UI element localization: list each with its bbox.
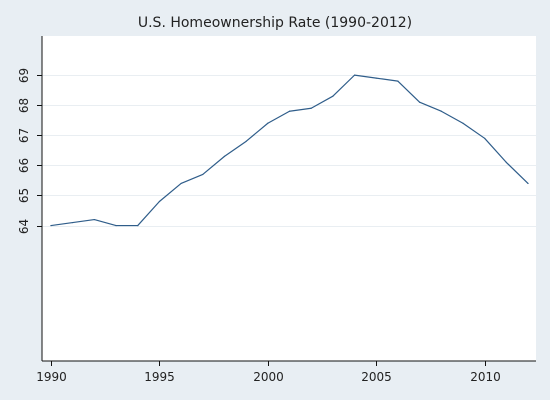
data-point [180, 182, 182, 185]
plot-area [42, 36, 536, 361]
data-point [115, 224, 117, 227]
data-point [72, 221, 74, 224]
data-point [267, 122, 269, 124]
data-point [202, 173, 204, 176]
x-tick-label: 1990 [36, 370, 67, 384]
data-point [440, 110, 442, 112]
data-point [484, 137, 486, 139]
y-tick-label: 69 [17, 68, 31, 83]
data-point [245, 140, 247, 142]
data-point [158, 200, 161, 203]
data-point [223, 155, 226, 157]
y-tick-label: 64 [17, 219, 31, 234]
y-tick-label: 66 [17, 158, 31, 173]
data-point [50, 224, 52, 227]
data-point [397, 80, 399, 82]
y-tick-label: 65 [17, 188, 31, 203]
x-tick-label: 1995 [144, 370, 175, 384]
data-point [505, 161, 507, 163]
y-tick-label: 68 [17, 98, 31, 113]
data-point [527, 182, 529, 185]
data-point [353, 74, 356, 76]
x-tick-label: 2010 [470, 370, 501, 384]
data-point [93, 218, 95, 221]
grid-lines [42, 75, 536, 227]
data-point [418, 101, 421, 103]
data-point [462, 122, 464, 124]
data-point [332, 95, 334, 97]
series-layer [50, 74, 529, 227]
x-tick-label: 2000 [253, 370, 284, 384]
data-point [288, 110, 291, 112]
x-tick-label: 2005 [361, 370, 392, 384]
chart-title: U.S. Homeownership Rate (1990-2012) [138, 15, 412, 31]
y-tick-label: 67 [17, 128, 31, 143]
y-axis: 64 65 66 67 68 69 [17, 68, 42, 234]
data-point [310, 107, 312, 109]
data-point [137, 224, 139, 227]
x-axis: 1990 1995 2000 2005 2010 [36, 361, 501, 384]
data-point [375, 77, 377, 79]
